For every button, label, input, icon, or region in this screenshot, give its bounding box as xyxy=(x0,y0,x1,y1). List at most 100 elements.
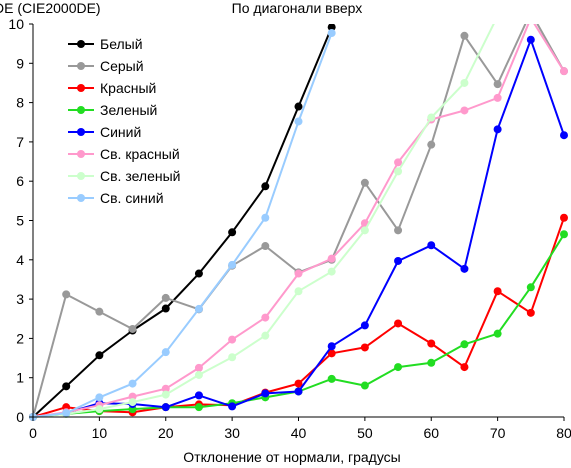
data-point xyxy=(62,409,71,418)
data-point xyxy=(460,31,469,40)
data-point xyxy=(95,405,104,414)
chart-title: По диагонали вверх xyxy=(232,0,363,16)
series-0 xyxy=(29,24,336,421)
legend-swatch-marker xyxy=(77,40,85,48)
series-line xyxy=(32,32,333,418)
data-point xyxy=(327,29,336,38)
data-point xyxy=(62,290,71,299)
data-point xyxy=(194,391,203,400)
data-point xyxy=(494,12,502,20)
data-point xyxy=(261,313,270,322)
y-tick-label: 5 xyxy=(16,213,24,229)
data-point xyxy=(394,158,403,167)
data-point xyxy=(526,35,535,44)
data-point xyxy=(294,269,303,278)
legend-item: Зеленый xyxy=(68,102,157,118)
data-point xyxy=(560,67,568,76)
legend-item: Св. зеленый xyxy=(68,168,180,184)
legend-label: Серый xyxy=(100,58,144,74)
legend-label: Красный xyxy=(100,80,156,96)
data-point xyxy=(194,363,203,372)
x-tick-label: 70 xyxy=(490,425,506,441)
data-point xyxy=(360,381,369,390)
legend-item: Св. синий xyxy=(68,190,164,206)
x-axis-label: Отклонение от нормали, градусы xyxy=(183,449,400,465)
data-point xyxy=(560,230,568,239)
legend-swatch-marker xyxy=(77,106,85,114)
x-tick-label: 0 xyxy=(29,425,37,441)
y-tick-label: 8 xyxy=(16,95,24,111)
data-point xyxy=(327,267,336,276)
data-point xyxy=(228,228,237,237)
data-point xyxy=(427,113,436,122)
legend-swatch-marker xyxy=(77,84,85,92)
data-point xyxy=(360,321,369,330)
data-point xyxy=(327,24,336,32)
data-point xyxy=(95,393,104,402)
data-point xyxy=(460,340,469,349)
legend-swatch-marker xyxy=(77,194,85,202)
data-point xyxy=(261,213,270,222)
y-tick-label: 1 xyxy=(16,370,24,386)
data-point xyxy=(493,287,502,296)
x-tick-label: 80 xyxy=(556,425,571,441)
data-point xyxy=(194,304,203,313)
data-point xyxy=(95,351,104,360)
data-point xyxy=(228,260,237,269)
legend-item: Св. красный xyxy=(68,146,180,162)
data-point xyxy=(493,329,502,338)
data-point xyxy=(228,353,237,362)
data-point xyxy=(394,363,403,372)
data-point xyxy=(261,389,270,398)
legend-swatch-marker xyxy=(77,150,85,158)
data-point xyxy=(327,342,336,351)
x-tick-label: 30 xyxy=(224,425,240,441)
data-point xyxy=(427,140,436,149)
data-point xyxy=(527,14,535,22)
y-tick-label: 7 xyxy=(16,134,24,150)
x-tick-label: 50 xyxy=(357,425,373,441)
data-point xyxy=(427,358,436,367)
plot-area xyxy=(29,12,568,421)
y-tick-label: 3 xyxy=(16,291,24,307)
data-point xyxy=(128,398,137,407)
data-point xyxy=(294,102,303,111)
data-point xyxy=(460,363,469,372)
data-point xyxy=(128,392,137,401)
data-point xyxy=(194,269,203,278)
data-point xyxy=(194,370,203,379)
data-point xyxy=(228,335,237,344)
data-point xyxy=(128,324,137,333)
x-tick-label: 10 xyxy=(92,425,108,441)
legend-swatch-marker xyxy=(77,62,85,70)
legend-label: Св. синий xyxy=(100,190,164,206)
data-point xyxy=(560,131,568,140)
data-point xyxy=(161,348,170,357)
data-point xyxy=(62,382,71,391)
data-point xyxy=(526,283,535,292)
legend-swatch-marker xyxy=(77,172,85,180)
data-point xyxy=(228,402,237,411)
legend-item: Серый xyxy=(68,58,144,74)
data-point xyxy=(261,331,270,340)
data-point xyxy=(327,349,336,358)
legend-item: Синий xyxy=(68,124,141,140)
legend-label: Св. зеленый xyxy=(100,168,180,184)
data-point xyxy=(460,106,469,115)
legend-box xyxy=(62,31,194,213)
data-point xyxy=(493,125,502,134)
data-point xyxy=(394,256,403,265)
y-tick-label: 10 xyxy=(8,16,24,32)
data-point xyxy=(194,403,203,412)
y-tick-label: 4 xyxy=(16,252,24,268)
data-point xyxy=(95,307,104,316)
legend-item: Красный xyxy=(68,80,156,96)
data-point xyxy=(394,167,403,176)
data-point xyxy=(394,319,403,328)
data-point xyxy=(161,403,170,412)
series-line xyxy=(32,26,333,418)
data-point xyxy=(394,226,403,235)
data-point xyxy=(294,387,303,396)
legend-item: Белый xyxy=(68,36,143,52)
data-point xyxy=(360,178,369,187)
